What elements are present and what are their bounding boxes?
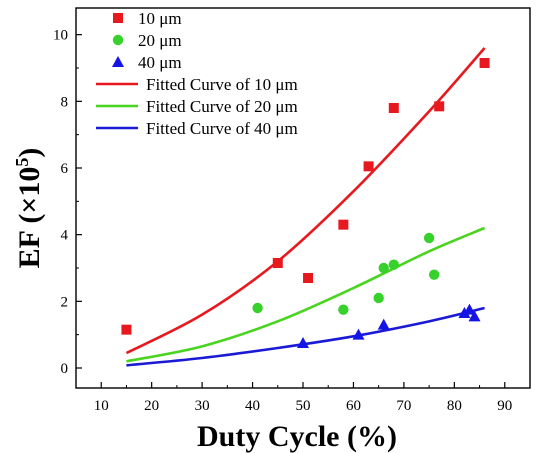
legend-fit-label-1: Fitted Curve of 10 μm xyxy=(146,75,298,94)
point-s3-6 xyxy=(468,310,481,322)
plot-area xyxy=(121,47,490,367)
point-s3-1 xyxy=(297,337,309,348)
point-s1-5 xyxy=(363,161,374,172)
point-s2-5 xyxy=(388,259,399,270)
legend-fit-label-2: Fitted Curve of 20 μm xyxy=(146,97,298,116)
point-s3-5 xyxy=(463,303,476,315)
x-tick-label-60: 60 xyxy=(346,398,361,414)
y-tick-label-10: 10 xyxy=(53,28,68,44)
x-axis-title: Duty Cycle (%) xyxy=(197,420,397,453)
y-axis-title-sup: 5 xyxy=(12,158,32,167)
legend-marker-1 xyxy=(113,13,123,23)
point-s1-3 xyxy=(303,273,314,283)
legend-label-1: 10 μm xyxy=(138,9,182,28)
y-axis-title: EF (×105) xyxy=(12,148,46,269)
point-s1-1 xyxy=(121,324,132,335)
x-tick-label-50: 50 xyxy=(296,398,311,414)
legend-label-2: 20 μm xyxy=(138,31,182,50)
fit-curve-3 xyxy=(126,306,485,367)
point-s1-8 xyxy=(479,58,490,68)
point-s1-2 xyxy=(272,258,283,268)
point-s1-6 xyxy=(388,103,399,113)
point-s2-7 xyxy=(428,269,440,280)
x-tick-label-20: 20 xyxy=(144,398,159,414)
point-s2-3 xyxy=(373,292,384,304)
point-s2-4 xyxy=(378,262,389,274)
legend-label-3: 40 μm xyxy=(138,53,182,72)
point-s3-2 xyxy=(352,328,365,340)
point-s3-3 xyxy=(377,318,390,330)
axes: 10 20 30 40 50 60 70 80 90 0 2 4 6 8 10 xyxy=(53,7,531,414)
y-tick-label-4: 4 xyxy=(61,228,69,244)
x-tick-label-90: 90 xyxy=(497,398,512,414)
point-s2-6 xyxy=(423,232,435,244)
x-tick-label-10: 10 xyxy=(94,398,109,414)
y-tick-label-6: 6 xyxy=(61,161,69,177)
point-s2-1 xyxy=(252,302,263,314)
y-tick-label-2: 2 xyxy=(61,294,69,310)
y-tick-label-8: 8 xyxy=(61,94,69,110)
y-axis-title-main: EF (×10 xyxy=(13,167,46,269)
x-tick-label-30: 30 xyxy=(195,398,210,414)
point-s1-7 xyxy=(434,101,445,112)
y-axis-title-close: ) xyxy=(13,148,46,158)
x-tick-label-80: 80 xyxy=(447,398,462,414)
point-s3-4 xyxy=(458,307,471,318)
fit-curve-1 xyxy=(125,47,486,355)
x-tick-label-40: 40 xyxy=(245,398,260,414)
x-tick-label-70: 70 xyxy=(396,398,411,414)
legend-marker-3 xyxy=(112,56,124,67)
point-s1-4 xyxy=(338,219,349,230)
point-s2-2 xyxy=(338,304,349,315)
y-tick-label-0: 0 xyxy=(61,361,69,377)
legend-marker-2 xyxy=(112,34,124,46)
fit-curve-2 xyxy=(126,226,486,363)
legend-fit-label-3: Fitted Curve of 40 μm xyxy=(146,119,298,138)
legend: 10 μm 20 μm 40 μm Fitted Curve of 10 μm Fitt… xyxy=(96,9,298,138)
